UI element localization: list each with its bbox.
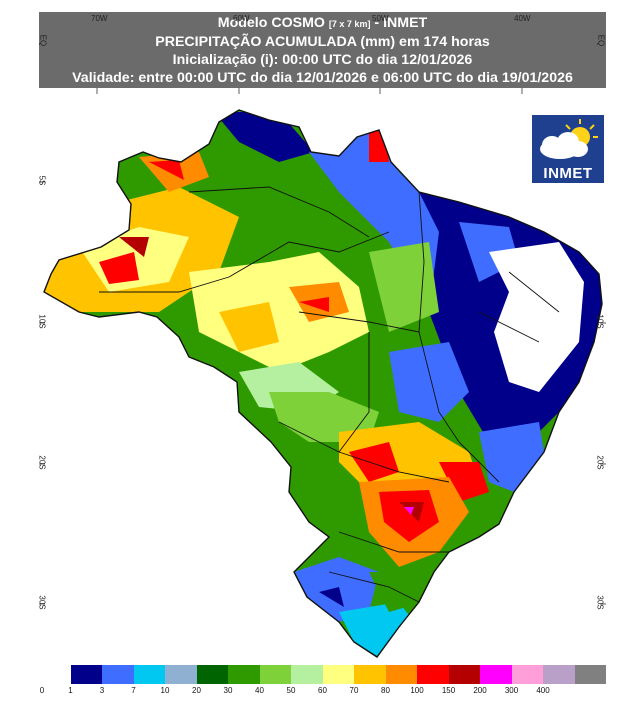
legend-label: 400 [536, 686, 550, 695]
legend-swatch [228, 665, 261, 684]
legend-label: 60 [318, 686, 327, 695]
legend-swatch [39, 665, 72, 684]
map-frame: Modelo COSMO [7 x 7 km] - INMET PRECIPIT… [37, 12, 607, 695]
legend-label: 3 [99, 686, 105, 695]
product-title: PRECIPITAÇÃO ACUMULADA (mm) em 174 horas [155, 34, 490, 50]
legend-swatch [133, 665, 166, 684]
legend-label: 20 [192, 686, 201, 695]
legend-swatch [322, 665, 355, 684]
legend-swatch [165, 665, 198, 684]
legend-label: 300 [504, 686, 519, 695]
legend-swatch [102, 665, 135, 684]
legend-swatch [70, 665, 103, 684]
legend-label: 1 [68, 686, 73, 695]
legend-swatch [480, 665, 513, 684]
legend-label: 0 [39, 686, 45, 695]
legend-label: 10 [160, 686, 170, 695]
lat-label-eq-right: EQ [596, 34, 606, 47]
init-time: Inicialização (i): 00:00 UTC do dia 12/0… [172, 52, 473, 68]
legend-swatch [354, 665, 387, 684]
legend-swatch [511, 665, 544, 684]
legend-swatch [385, 665, 418, 684]
precipitation-map [39, 41, 606, 665]
map-header: Modelo COSMO [7 x 7 km] - INMET PRECIPIT… [39, 12, 606, 88]
legend-label: 100 [410, 686, 424, 695]
legend-label: 150 [441, 686, 456, 695]
legend-swatch [196, 665, 229, 684]
legend-label: 70 [349, 686, 359, 695]
lat-label-eq-left: EQ [38, 34, 48, 47]
legend-swatch [574, 665, 607, 684]
inmet-logo: INMET [532, 115, 604, 183]
lon-label-60w: 60W [233, 14, 250, 23]
legend-label: 40 [255, 686, 264, 695]
legend-label: 80 [381, 686, 390, 695]
legend-swatch [259, 665, 292, 684]
model-source: - INMET [374, 15, 428, 31]
lat-label-20s-right: 20S [595, 455, 605, 470]
lon-label-70w: 70W [91, 14, 108, 23]
legend-swatch [417, 665, 450, 684]
legend-label: 30 [223, 686, 233, 695]
lat-label-10s-right: 10S [595, 314, 605, 329]
legend-swatch [448, 665, 481, 684]
precipitation-legend: 0 1 3 7 10 20 30 40 50 60 70 80 100 150 200 300 400 [39, 665, 607, 695]
model-name: Modelo COSMO [217, 15, 325, 31]
cloud-sun-icon [540, 119, 598, 159]
lon-label-40w: 40W [514, 14, 531, 23]
lat-label-20s-left: 20S [37, 455, 47, 470]
legend-label: 50 [286, 686, 296, 695]
lat-label-30s-left: 30S [37, 595, 47, 610]
inmet-logo-text: INMET [543, 165, 593, 182]
lat-label-5s-left: 5S [37, 175, 47, 186]
legend-label: 7 [131, 686, 136, 695]
validity-period: Validade: entre 00:00 UTC do dia 12/01/2… [72, 70, 573, 86]
lon-label-50w: 50W [372, 14, 389, 23]
model-title: Modelo COSMO [7 x 7 km] - INMET [39, 14, 606, 33]
legend-swatch [543, 665, 576, 684]
lat-label-10s-left: 10S [37, 314, 47, 329]
model-resolution: [7 x 7 km] [328, 19, 371, 29]
legend-label: 200 [473, 686, 487, 695]
lat-label-30s-right: 30S [595, 595, 605, 610]
legend-swatch [291, 665, 324, 684]
